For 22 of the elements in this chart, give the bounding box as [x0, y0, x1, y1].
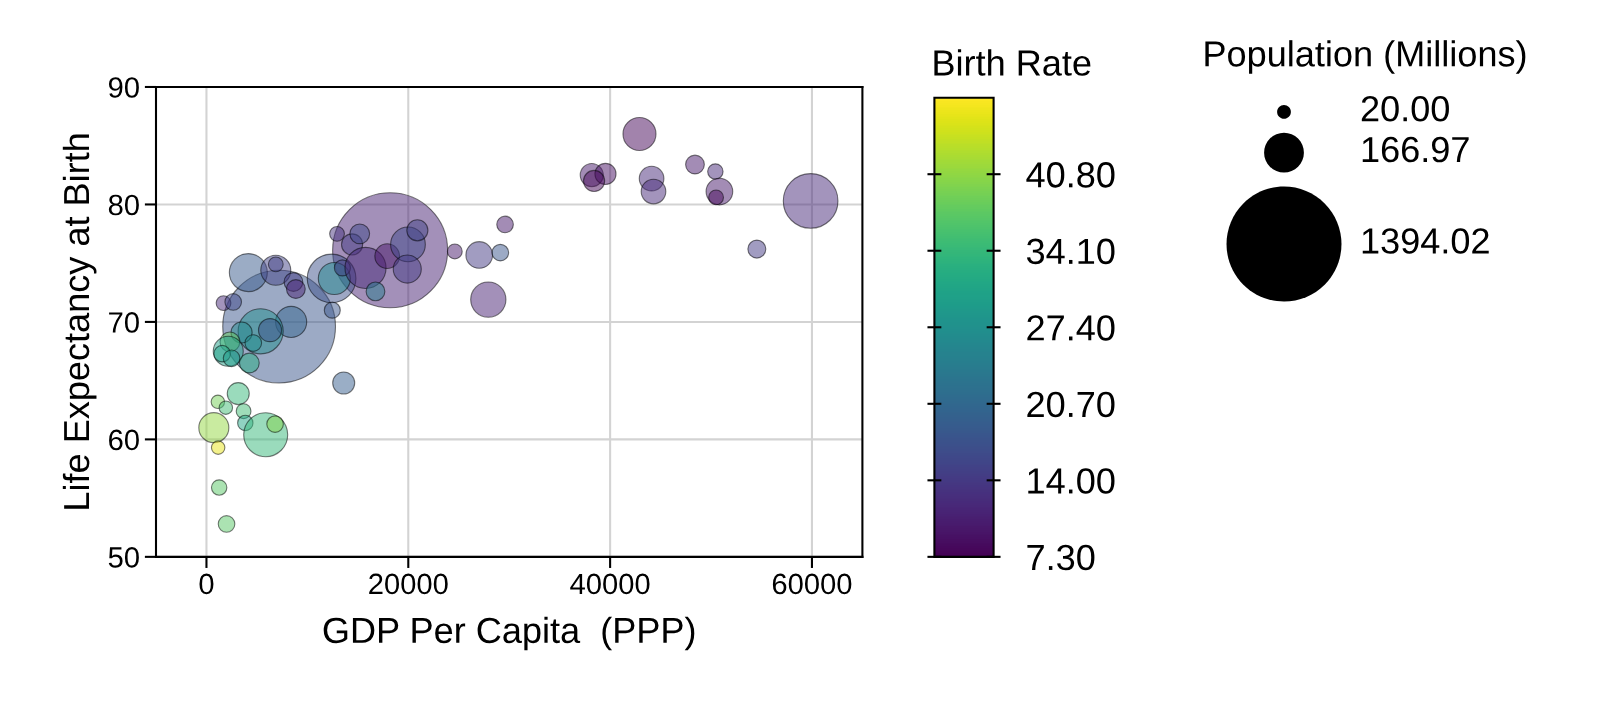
color-bar-label: 27.40 [1027, 315, 1115, 341]
y-tick-label: 70 [109, 312, 139, 333]
x-tick-label: 40000 [570, 573, 650, 595]
legend-label: 20.00 [1361, 96, 1449, 122]
legend-label: 1394.02 [1362, 228, 1489, 254]
y-axis-title: Life Expectancy at Birth [62, 134, 97, 509]
color-bar-label: 34.10 [1026, 238, 1115, 265]
legend-title: Population (Millions) [1205, 40, 1526, 74]
y-tick-label: 60 [109, 429, 139, 451]
legend-label: 166.97 [1362, 136, 1469, 163]
color-bar-label: 7.30 [1027, 544, 1095, 571]
x-tick-label: 60000 [772, 573, 852, 595]
color-bar-label: 14.00 [1028, 468, 1115, 494]
y-tick-label: 50 [108, 547, 139, 568]
color-bar-title: Birth Rate [934, 49, 1091, 76]
color-bar-label: 40.80 [1026, 162, 1115, 188]
y-tick-label: 80 [108, 194, 139, 216]
color-bar-label: 20.70 [1027, 391, 1115, 418]
x-tick-label: 20000 [369, 573, 448, 595]
x-axis-title: GDP Per Capita (PPP) [323, 616, 695, 651]
x-tick-label: 0 [199, 573, 214, 595]
y-tick-label: 90 [108, 77, 139, 98]
